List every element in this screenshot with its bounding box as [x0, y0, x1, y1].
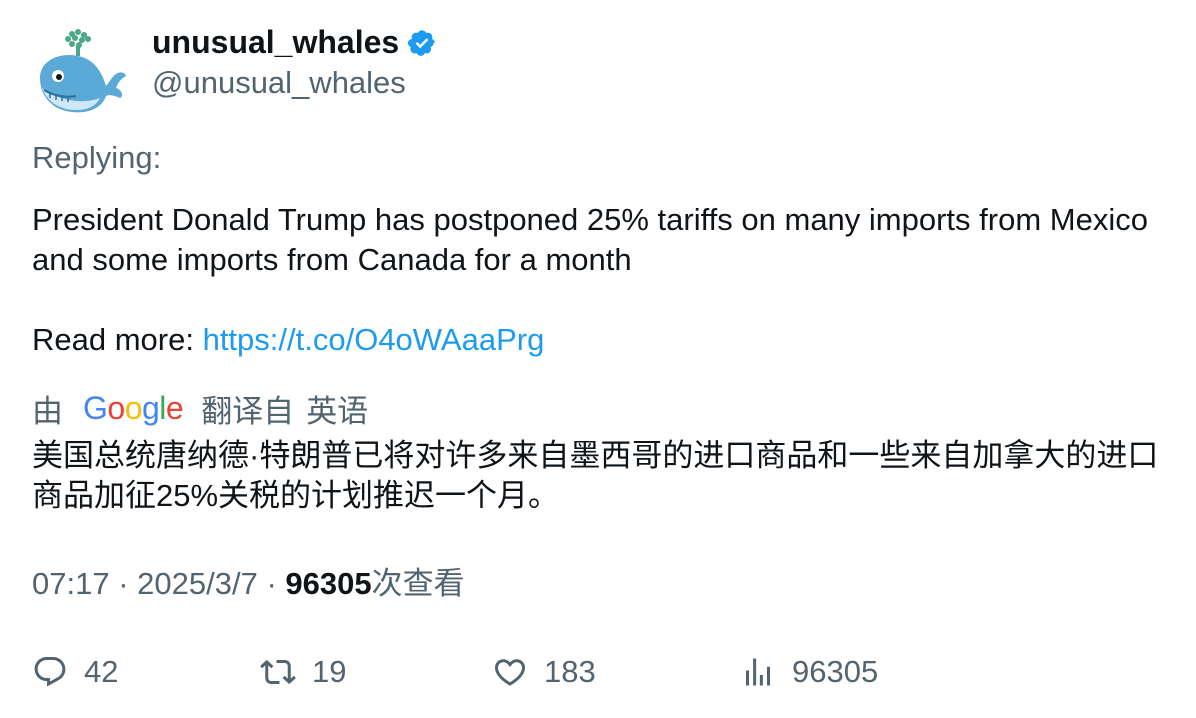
- tweet-link[interactable]: https://t.co/O4oWAaaPrg: [202, 322, 545, 357]
- translated-by-label: 由: [32, 393, 63, 429]
- action-bar: 42 19 183 96305: [32, 648, 1162, 696]
- author-names: unusual_whales @unusual_whales: [152, 20, 437, 102]
- reply-icon: [34, 657, 66, 687]
- meta-separator: ·: [266, 566, 286, 601]
- tweet-header: unusual_whales @unusual_whales: [32, 20, 1162, 120]
- source-language: 英语: [306, 393, 369, 429]
- tweet-meta: 07:17 · 2025/3/7 · 96305次查看: [32, 564, 465, 604]
- translated-from-label: 翻译自: [201, 393, 295, 429]
- tweet-time[interactable]: 07:17: [32, 566, 110, 601]
- whale-icon: [40, 29, 126, 113]
- verified-badge-icon: [408, 30, 435, 56]
- views-count: 96305: [792, 654, 879, 689]
- view-count: 96305: [285, 566, 372, 601]
- meta-separator: ·: [118, 566, 138, 601]
- tweet-text: President Donald Trump has postponed 25%…: [32, 200, 1162, 360]
- google-logo-icon: Google: [83, 389, 184, 426]
- paragraph-gap: [32, 280, 1162, 320]
- like-count: 183: [544, 654, 596, 689]
- retweet-button[interactable]: 19: [260, 648, 346, 696]
- heart-icon: [494, 659, 526, 686]
- views-button[interactable]: 96305: [740, 648, 878, 696]
- tweet-date[interactable]: 2025/3/7: [137, 566, 258, 601]
- retweet-icon: [260, 659, 296, 685]
- reply-button[interactable]: 42: [32, 648, 118, 696]
- author-handle[interactable]: @unusual_whales: [152, 65, 406, 100]
- display-name-row: unusual_whales: [152, 20, 437, 64]
- avatar[interactable]: [32, 26, 128, 122]
- display-name[interactable]: unusual_whales: [152, 24, 400, 60]
- replying-label: Replying:: [32, 140, 162, 175]
- tweet-text-body: President Donald Trump has postponed 25%…: [32, 202, 1148, 277]
- translation-attribution: 由 Google 翻译自 英语: [32, 386, 368, 430]
- read-more-line: Read more: https://t.co/O4oWAaaPrg: [32, 320, 1162, 360]
- translated-text: 美国总统唐纳德·特朗普已将对许多来自墨西哥的进口商品和一些来自加拿大的进口商品加…: [32, 438, 1159, 513]
- like-button[interactable]: 183: [492, 648, 596, 696]
- views-label: 次查看: [371, 566, 465, 601]
- retweet-count: 19: [312, 654, 347, 689]
- analytics-icon: [746, 658, 770, 686]
- read-more-label: Read more:: [32, 322, 203, 357]
- reply-count: 42: [84, 654, 119, 689]
